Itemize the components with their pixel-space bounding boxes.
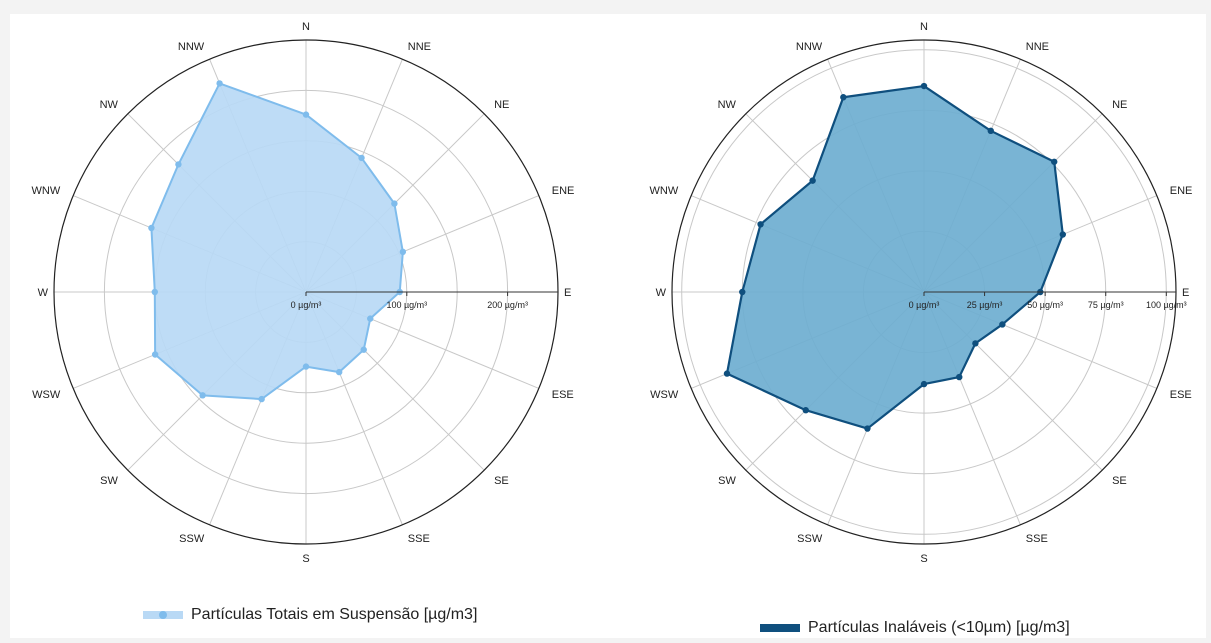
direction-label-wsw: WSW (650, 389, 679, 401)
legend-swatch-particulas-inalaveis (760, 621, 800, 635)
radial-tick-label: 25 µg/m³ (967, 300, 1003, 310)
direction-label-w: W (656, 287, 667, 299)
radial-tick-label: 100 µg/m³ (1146, 300, 1187, 310)
direction-label-wnw: WNW (650, 185, 679, 197)
direction-label-nne: NNE (408, 41, 431, 53)
legend-particulas-totais[interactable]: Partículas Totais em Suspensão [µg/m3] (143, 606, 477, 624)
data-point-sw (199, 392, 206, 399)
direction-label-ese: ESE (552, 389, 574, 401)
direction-label-nw: NW (100, 99, 119, 111)
radial-tick-label: 50 µg/m³ (1027, 300, 1063, 310)
data-point-ene (1059, 231, 1066, 238)
data-point-ene (399, 248, 407, 256)
data-point-s (920, 380, 928, 388)
data-point-nne (358, 154, 365, 162)
data-point-se (360, 346, 367, 353)
direction-label-n: N (302, 21, 310, 33)
data-point-ne (1051, 158, 1058, 165)
data-point-wnw (148, 224, 155, 232)
data-point-ssw (864, 425, 871, 432)
data-point-sw (802, 407, 809, 414)
direction-label-wnw: WNW (32, 185, 61, 197)
data-point-n (302, 111, 310, 118)
direction-label-sw: SW (718, 475, 736, 487)
data-point-nnw (216, 80, 223, 87)
data-point-n (920, 82, 928, 90)
radial-tick-label: 100 µg/m³ (386, 300, 427, 310)
radial-tick-label: 75 µg/m³ (1088, 300, 1124, 310)
direction-label-ne: NE (494, 99, 509, 111)
chart-frame: 0 µg/m³ 100 µg/m³ 200 µg/m³ N NNE NE ENE E ESE SE… (10, 14, 1206, 638)
data-point-wsw (723, 370, 731, 377)
legend-swatch-particulas-totais (143, 608, 183, 622)
direction-label-nnw: NNW (796, 41, 823, 53)
radial-tick-label: 200 µg/m³ (487, 300, 528, 310)
direction-label-e: E (1182, 287, 1189, 299)
radar-chart-2: 0 µg/m³ 25 µg/m³ 50 µg/m³ 75 µg/m³ 100 µg/m³… (650, 21, 1193, 565)
data-point-nw (809, 177, 816, 184)
direction-label-nne: NNE (1026, 41, 1049, 53)
data-point-s (302, 363, 310, 370)
direction-label-ssw: SSW (797, 533, 823, 545)
direction-label-sse: SSE (1026, 533, 1048, 545)
series-area-2 (725, 84, 1064, 430)
radar-chart-1: 0 µg/m³ 100 µg/m³ 200 µg/m³ N NNE NE ENE E ESE SE… (32, 21, 575, 565)
data-point-sse (956, 373, 963, 381)
data-point-sse (335, 368, 343, 376)
data-point-w (151, 288, 158, 296)
direction-label-sse: SSE (408, 533, 430, 545)
data-point-nnw (840, 94, 847, 101)
data-point-w (739, 288, 746, 296)
radial-tick-label: 0 µg/m³ (909, 300, 940, 310)
data-point-ese (367, 315, 374, 322)
direction-label-se: SE (1112, 475, 1127, 487)
data-point-se (972, 340, 979, 347)
legend-label-particulas-totais: Partículas Totais em Suspensão [µg/m3] (191, 606, 478, 623)
direction-label-s: S (302, 553, 309, 565)
radar-charts-canvas: 0 µg/m³ 100 µg/m³ 200 µg/m³NNNENEENEEESESE… (32, 21, 1193, 565)
direction-label-n: N (920, 21, 928, 33)
data-point-nw (175, 161, 182, 168)
direction-label-s: S (920, 553, 927, 565)
direction-label-nnw: NNW (178, 41, 205, 53)
direction-label-ene: ENE (552, 185, 575, 197)
direction-label-w: W (38, 287, 49, 299)
data-point-ese (999, 321, 1006, 328)
direction-label-ene: ENE (1170, 185, 1193, 197)
radial-tick-label: 0 µg/m³ (291, 300, 322, 310)
direction-label-e: E (564, 287, 571, 299)
data-point-ne (391, 200, 398, 207)
data-point-wnw (757, 221, 764, 228)
direction-label-ne: NE (1112, 99, 1127, 111)
direction-label-nw: NW (718, 99, 737, 111)
legend-particulas-inalaveis[interactable]: Partículas Inaláveis (<10µm) [µg/m3] (760, 619, 1070, 637)
direction-label-ssw: SSW (179, 533, 205, 545)
data-point-nne (987, 127, 994, 135)
direction-label-ese: ESE (1170, 389, 1192, 401)
direction-label-wsw: WSW (32, 389, 61, 401)
direction-label-sw: SW (100, 475, 118, 487)
data-point-ssw (258, 395, 265, 403)
data-point-wsw (151, 351, 159, 358)
legend-label-particulas-inalaveis: Partículas Inaláveis (<10µm) [µg/m3] (808, 619, 1070, 636)
direction-label-se: SE (494, 475, 509, 487)
